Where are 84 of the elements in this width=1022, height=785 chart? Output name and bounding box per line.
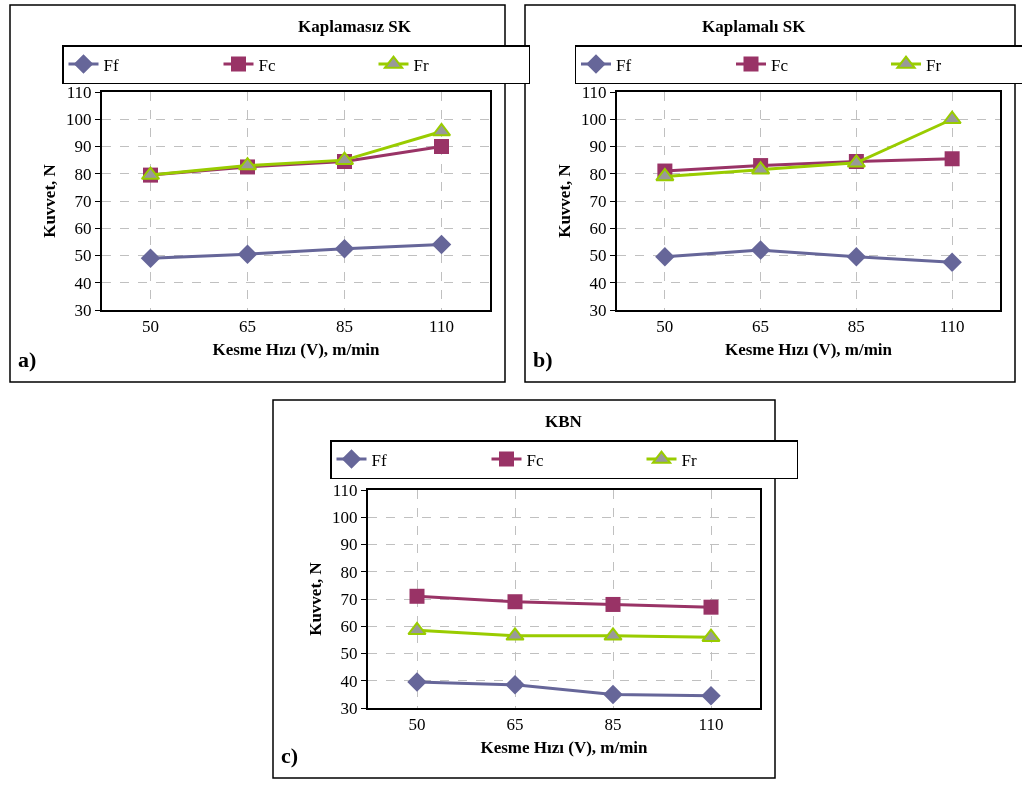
y-tick-label: 70 bbox=[340, 589, 358, 609]
y-axis-title: Kuvvet, N bbox=[306, 561, 326, 636]
point bbox=[655, 167, 675, 182]
y-tick-label: 100 bbox=[581, 110, 607, 130]
y-tick-label: 70 bbox=[589, 191, 607, 211]
y-tick-label: 80 bbox=[340, 562, 358, 582]
y-tick-label: 50 bbox=[74, 246, 92, 266]
x-tick-label: 50 bbox=[656, 317, 674, 337]
chart-title: KBN bbox=[545, 412, 583, 431]
y-tick-label: 50 bbox=[589, 246, 607, 266]
y-tick-label: 50 bbox=[340, 644, 358, 664]
x-tick-label: 110 bbox=[698, 715, 724, 735]
x-tick-label: 50 bbox=[408, 715, 426, 735]
legend-label: Ff bbox=[103, 55, 119, 75]
y-tick-label: 40 bbox=[340, 671, 358, 691]
y-tick-label: 110 bbox=[581, 82, 607, 102]
x-tick-label: 85 bbox=[847, 317, 865, 337]
point bbox=[942, 252, 962, 273]
chart-title: Kaplamalı SK bbox=[702, 17, 807, 36]
x-tick-label: 65 bbox=[506, 715, 524, 735]
x-tick-label: 85 bbox=[336, 317, 353, 337]
point bbox=[409, 588, 425, 604]
y-axis-title: Kuvvet, N bbox=[40, 163, 60, 238]
legend-label: Ff bbox=[616, 55, 632, 75]
point bbox=[603, 684, 623, 705]
y-tick-label: 110 bbox=[66, 82, 92, 102]
legend-label: Fr bbox=[413, 55, 429, 75]
y-tick-label: 30 bbox=[74, 300, 92, 320]
legend-label: Ff bbox=[371, 450, 387, 470]
point bbox=[505, 675, 525, 695]
point bbox=[431, 234, 452, 255]
point bbox=[605, 596, 621, 612]
point bbox=[701, 685, 721, 706]
chart-title: Kaplamasız SK bbox=[298, 17, 412, 36]
legend-label: Fc bbox=[258, 55, 276, 75]
point bbox=[407, 621, 427, 636]
point bbox=[944, 151, 960, 167]
point bbox=[750, 240, 771, 260]
y-tick-label: 40 bbox=[74, 273, 92, 293]
y-tick-label: 80 bbox=[74, 164, 92, 184]
y-tick-label: 90 bbox=[74, 137, 92, 157]
y-tick-label: 60 bbox=[340, 617, 358, 637]
legend-label: Fc bbox=[526, 450, 544, 470]
y-tick-label: 90 bbox=[589, 137, 607, 157]
x-tick-label: 65 bbox=[752, 317, 770, 337]
point bbox=[942, 110, 962, 124]
text: a) bbox=[18, 347, 37, 372]
point bbox=[603, 627, 623, 641]
x-axis-title: Kesme Hızı (V), m/min bbox=[480, 738, 649, 758]
y-axis-title: Kuvvet, N bbox=[555, 163, 575, 238]
x-tick-label: 85 bbox=[604, 715, 622, 735]
y-tick-label: 30 bbox=[340, 698, 358, 718]
y-tick-label: 110 bbox=[332, 480, 358, 500]
point bbox=[507, 594, 523, 610]
x-axis-title: Kesme Hızı (V), m/min bbox=[212, 340, 381, 360]
point bbox=[655, 247, 675, 267]
y-tick-label: 100 bbox=[66, 110, 92, 130]
legend-label: Fr bbox=[681, 450, 697, 470]
y-tick-label: 40 bbox=[589, 273, 607, 293]
y-tick-label: 80 bbox=[589, 164, 607, 184]
x-tick-label: 110 bbox=[939, 317, 965, 337]
point bbox=[140, 248, 161, 268]
y-tick-label: 70 bbox=[74, 191, 92, 211]
point bbox=[334, 238, 355, 259]
point bbox=[407, 672, 427, 692]
y-tick-label: 90 bbox=[340, 535, 358, 555]
point bbox=[505, 627, 525, 641]
text: b) bbox=[533, 347, 553, 372]
point bbox=[846, 247, 867, 267]
x-axis-title: Kesme Hızı (V), m/min bbox=[724, 340, 893, 360]
x-tick-label: 110 bbox=[429, 317, 454, 337]
point bbox=[701, 628, 721, 642]
y-tick-label: 60 bbox=[74, 219, 92, 239]
point bbox=[703, 599, 719, 615]
legend-label: Fr bbox=[926, 55, 942, 75]
x-tick-label: 50 bbox=[142, 317, 159, 337]
legend-label: Fc bbox=[771, 55, 789, 75]
x-tick-label: 65 bbox=[239, 317, 256, 337]
text: c) bbox=[281, 743, 299, 768]
point bbox=[237, 244, 258, 264]
point bbox=[434, 139, 449, 154]
y-tick-label: 60 bbox=[589, 219, 607, 239]
y-tick-label: 100 bbox=[332, 508, 358, 528]
y-tick-label: 30 bbox=[589, 300, 607, 320]
